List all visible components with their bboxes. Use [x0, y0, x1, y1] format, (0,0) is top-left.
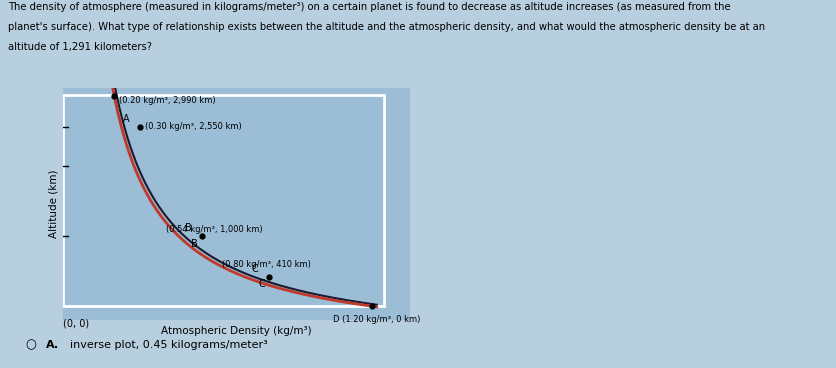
Text: A.: A. — [46, 340, 59, 350]
Text: planet's surface). What type of relationship exists between the altitude and the: planet's surface). What type of relation… — [8, 22, 765, 32]
Text: altitude of 1,291 kilometers?: altitude of 1,291 kilometers? — [8, 42, 152, 52]
Text: C: C — [252, 265, 258, 275]
Text: The density of atmosphere (measured in kilograms/meter³) on a certain planet is : The density of atmosphere (measured in k… — [8, 2, 730, 12]
Text: ○: ○ — [25, 339, 36, 351]
Text: (0, 0): (0, 0) — [63, 319, 89, 329]
Y-axis label: Altitude (km): Altitude (km) — [48, 170, 59, 238]
Text: (0.30 kg/m³, 2,550 km): (0.30 kg/m³, 2,550 km) — [145, 123, 242, 131]
Text: D (1.20 kg/m³, 0 km): D (1.20 kg/m³, 0 km) — [333, 315, 420, 323]
Text: (0.54 kg/m³, 1,000 km): (0.54 kg/m³, 1,000 km) — [166, 226, 262, 234]
Text: B: B — [185, 223, 191, 233]
Text: (0.80 kg/m³, 410 km): (0.80 kg/m³, 410 km) — [222, 260, 311, 269]
X-axis label: Atmospheric Density (kg/m³): Atmospheric Density (kg/m³) — [161, 326, 311, 336]
Text: C: C — [258, 279, 265, 289]
Text: B: B — [191, 239, 198, 250]
Text: A: A — [123, 114, 130, 124]
Text: (0.20 kg/m³, 2,990 km): (0.20 kg/m³, 2,990 km) — [120, 96, 216, 105]
Text: inverse plot, 0.45 kilograms/meter³: inverse plot, 0.45 kilograms/meter³ — [63, 340, 268, 350]
